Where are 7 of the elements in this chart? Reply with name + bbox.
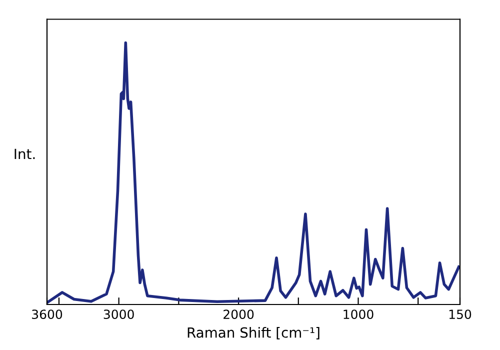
x-tick-label: 3000 [104, 310, 134, 320]
x-tick-label: 1000 [344, 310, 374, 320]
x-tick-label: 3600 [32, 310, 62, 320]
y-axis-title: Int. [14, 148, 35, 159]
x-tick-label: 150 [449, 310, 472, 320]
x-axis-title: Raman Shift [cm⁻¹] [188, 327, 320, 340]
x-tick-label: 2000 [224, 310, 254, 320]
